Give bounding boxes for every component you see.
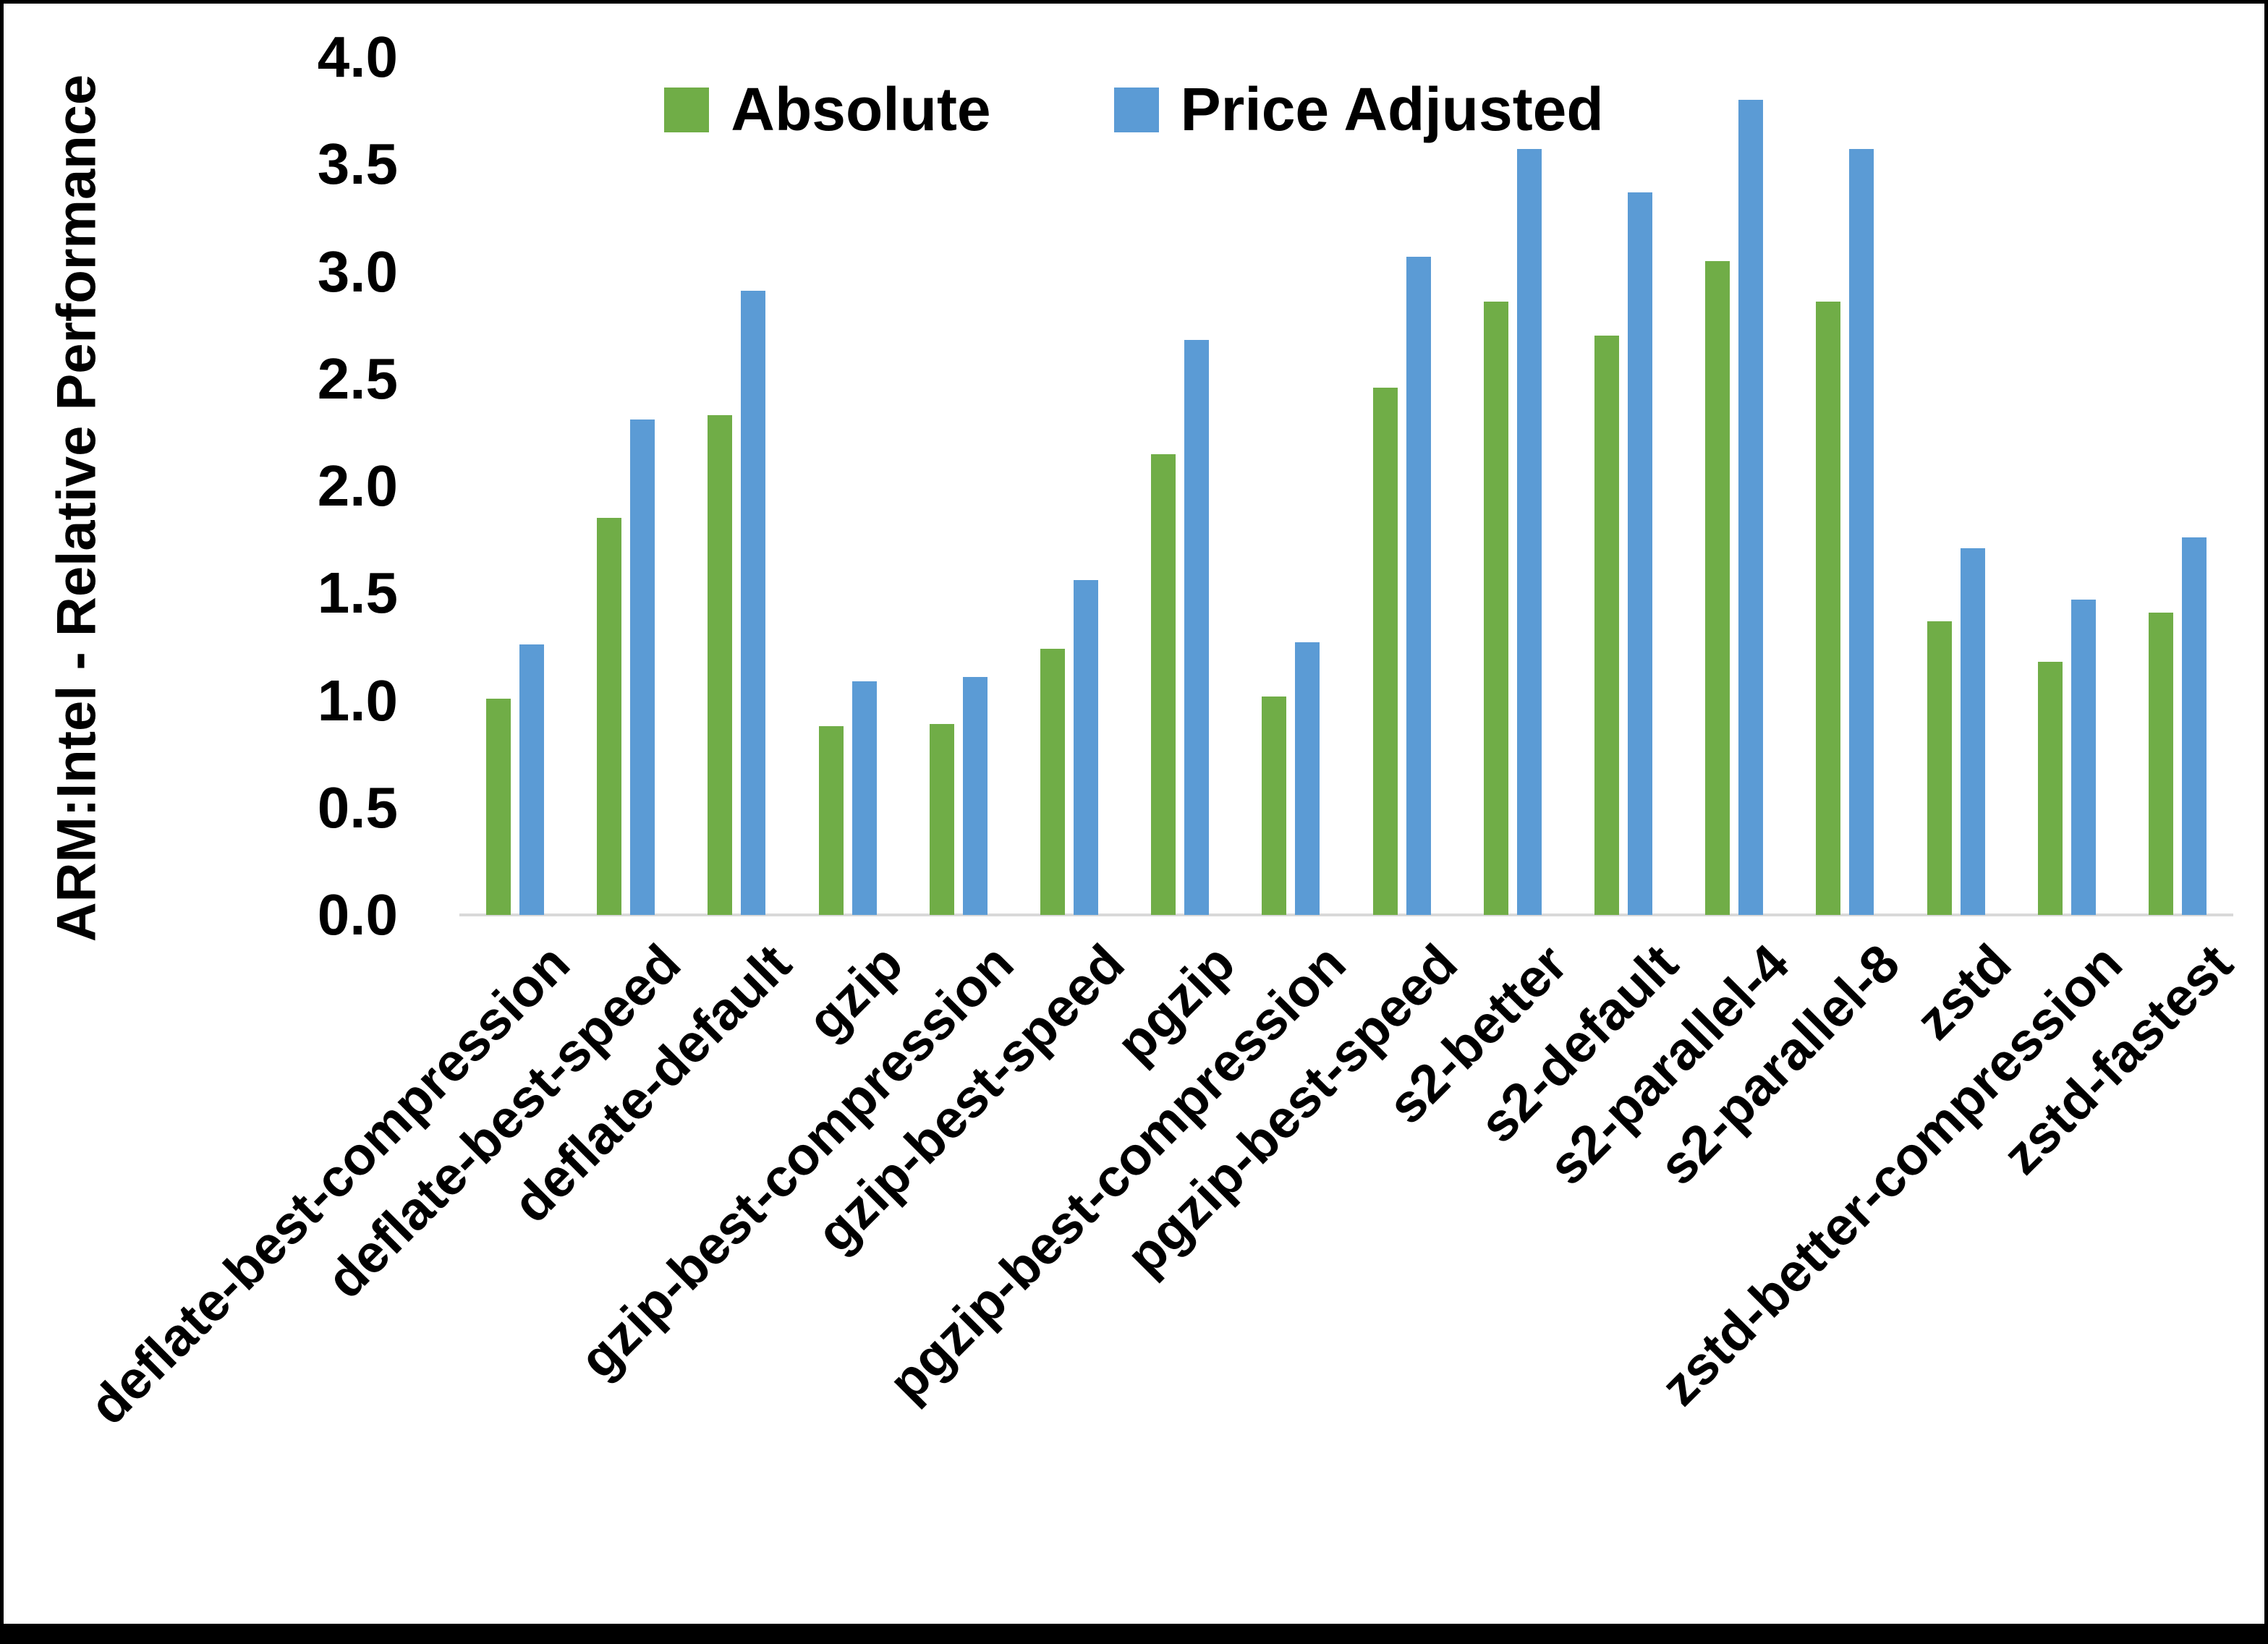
bar-price-adjusted-s2-better: [1517, 149, 1542, 915]
y-axis-tick-label: 0.0: [317, 882, 398, 947]
bar-absolute-pgzip-best-compression: [1262, 697, 1286, 915]
bar-absolute-s2-default: [1594, 336, 1619, 915]
legend-swatch-price-adjusted-icon: [1113, 87, 1159, 132]
y-axis-tick-label: 3.5: [317, 132, 398, 197]
bar-absolute-s2-parallel-4: [1705, 261, 1730, 915]
bar-price-adjusted-gzip: [852, 681, 877, 915]
bar-price-adjusted-pgzip-best-speed: [1406, 257, 1431, 915]
bar-price-adjusted-pgzip-best-compression: [1295, 642, 1320, 915]
bar-absolute-zstd: [1927, 621, 1952, 915]
bar-price-adjusted-zstd-fastest: [2182, 537, 2207, 915]
bar-absolute-zstd-fastest: [2149, 613, 2173, 915]
bar-absolute-deflate-best-speed: [597, 518, 621, 915]
bar-absolute-deflate-default: [708, 415, 732, 915]
bar-price-adjusted-pgzip: [1184, 340, 1209, 915]
y-axis-tick-label: 3.0: [317, 239, 398, 304]
legend: Absolute Price Adjusted: [4, 74, 2264, 145]
bar-price-adjusted-s2-parallel-8: [1849, 149, 1874, 915]
bar-absolute-gzip-best-speed: [1040, 649, 1065, 915]
x-axis-line: [459, 913, 2233, 916]
bar-price-adjusted-gzip-best-speed: [1074, 580, 1098, 915]
y-axis-tick-label: 2.0: [317, 453, 398, 518]
bar-price-adjusted-zstd-better-compression: [2071, 600, 2096, 915]
y-axis-tick-label: 0.5: [317, 775, 398, 840]
bar-price-adjusted-s2-default: [1628, 192, 1652, 915]
y-axis-tick-label: 4.0: [317, 25, 398, 89]
bar-absolute-pgzip-best-speed: [1373, 388, 1398, 915]
legend-item-absolute: Absolute: [664, 74, 991, 145]
bar-price-adjusted-s2-parallel-4: [1738, 100, 1763, 915]
legend-label-price-adjusted: Price Adjusted: [1180, 75, 1604, 143]
bar-price-adjusted-deflate-best-speed: [630, 419, 655, 915]
bar-absolute-gzip-best-compression: [930, 724, 954, 915]
bar-absolute-pgzip: [1151, 454, 1176, 915]
legend-swatch-absolute-icon: [664, 87, 710, 132]
bar-price-adjusted-deflate-default: [741, 291, 765, 915]
bar-price-adjusted-zstd: [1961, 548, 1985, 915]
y-axis-tick-label: 2.5: [317, 346, 398, 411]
legend-label-absolute: Absolute: [731, 75, 991, 143]
bar-absolute-gzip: [819, 726, 844, 915]
bar-price-adjusted-deflate-best-compression: [519, 644, 544, 915]
legend-item-price-adjusted: Price Adjusted: [1113, 74, 1604, 145]
bar-absolute-zstd-better-compression: [2038, 662, 2063, 915]
bar-absolute-s2-better: [1484, 302, 1508, 915]
y-axis-tick-label: 1.5: [317, 561, 398, 626]
bar-absolute-s2-parallel-8: [1816, 302, 1840, 915]
y-axis-tick-label: 1.0: [317, 668, 398, 733]
bar-absolute-deflate-best-compression: [486, 699, 511, 915]
bar-price-adjusted-gzip-best-compression: [963, 677, 988, 915]
